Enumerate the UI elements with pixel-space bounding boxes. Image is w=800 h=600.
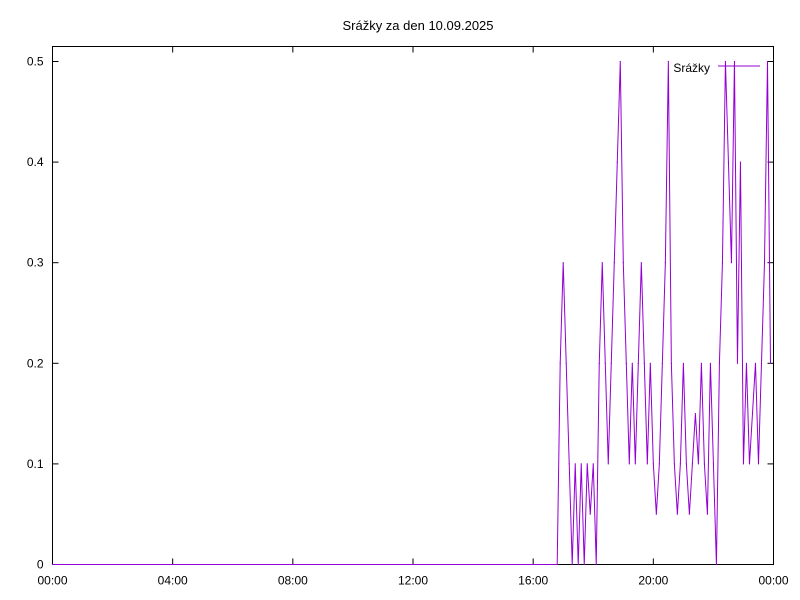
- data-point: [766, 60, 769, 63]
- data-point: [763, 262, 766, 264]
- y-axis: 0 0.1 0.2 0.3 0.4 0.5: [27, 55, 774, 572]
- data-point: [637, 362, 639, 364]
- data-point: [628, 463, 630, 465]
- data-point: [604, 362, 606, 364]
- data-point: [631, 362, 633, 364]
- data-point: [625, 362, 627, 364]
- data-point: [562, 262, 564, 264]
- legend: Srážky: [673, 61, 760, 75]
- series-layer: [51, 60, 772, 566]
- data-point: [742, 463, 745, 465]
- data-point: [634, 463, 636, 465]
- data-point: [700, 362, 703, 364]
- data-point: [574, 463, 576, 465]
- data-point: [751, 413, 754, 415]
- data-point: [586, 463, 588, 465]
- data-point: [730, 262, 733, 264]
- data-point: [643, 362, 645, 364]
- data-point: [667, 60, 669, 63]
- data-point: [589, 513, 591, 515]
- legend-label: Srážky: [673, 61, 710, 75]
- data-point: [745, 362, 748, 364]
- data-point: [724, 60, 727, 63]
- data-point: [691, 463, 693, 465]
- x-tick-label: 12:00: [398, 574, 428, 588]
- y-tick-label: 0.2: [27, 356, 44, 370]
- data-point: [616, 161, 618, 163]
- x-tick-label: 16:00: [518, 574, 548, 588]
- data-point: [559, 362, 561, 364]
- data-point: [556, 563, 558, 566]
- data-point: [568, 463, 570, 465]
- data-point: [595, 563, 597, 566]
- data-point: [685, 463, 687, 465]
- x-tick-label: 00:00: [37, 574, 67, 588]
- data-point: [727, 161, 730, 163]
- data-point: [571, 563, 573, 566]
- data-point: [739, 161, 742, 163]
- x-tick-label: 20:00: [638, 574, 668, 588]
- data-point: [733, 60, 736, 63]
- data-point: [646, 463, 648, 465]
- data-point: [649, 362, 651, 364]
- data-point: [676, 513, 678, 515]
- data-point: [610, 362, 612, 364]
- data-point: [607, 463, 609, 465]
- data-point: [754, 362, 757, 364]
- x-tick-label: 08:00: [278, 574, 308, 588]
- y-tick-label: 0.3: [27, 256, 44, 270]
- data-point: [748, 463, 751, 465]
- data-point: [51, 563, 54, 566]
- data-point: [703, 463, 706, 465]
- data-point: [664, 262, 666, 264]
- y-tick-label: 0.5: [27, 55, 44, 69]
- data-point: [661, 362, 663, 364]
- data-point: [697, 463, 699, 465]
- data-point: [592, 463, 594, 465]
- data-point: [598, 362, 600, 364]
- data-point: [577, 563, 579, 566]
- y-tick-label: 0: [37, 558, 44, 572]
- data-point: [673, 463, 675, 465]
- data-point: [709, 362, 712, 364]
- data-point: [736, 362, 739, 364]
- data-point: [694, 413, 696, 415]
- data-point: [655, 513, 657, 515]
- x-tick-label: 04:00: [158, 574, 188, 588]
- data-point: [715, 563, 718, 566]
- data-point: [769, 362, 772, 364]
- data-point: [613, 262, 615, 264]
- x-axis: 00:00 04:00 08:00 12:00 16:00 20:00 00:00: [37, 46, 789, 588]
- data-point: [721, 262, 724, 264]
- data-point: [565, 362, 567, 364]
- data-point: [580, 463, 582, 465]
- data-point: [760, 362, 763, 364]
- data-point: [601, 262, 603, 264]
- y-tick-label: 0.1: [27, 457, 44, 471]
- x-tick-label: 00:00: [758, 574, 788, 588]
- data-point: [706, 513, 709, 515]
- chart-title: Srážky za den 10.09.2025: [342, 18, 493, 33]
- data-point: [688, 513, 690, 515]
- y-tick-label: 0.4: [27, 155, 44, 169]
- data-point: [619, 60, 621, 63]
- data-point: [679, 463, 681, 465]
- data-point: [640, 262, 642, 264]
- data-point: [658, 463, 660, 465]
- data-point: [757, 463, 760, 465]
- data-point: [670, 362, 672, 364]
- data-point: [718, 362, 721, 364]
- series-line-0: [52, 61, 771, 565]
- data-point: [712, 463, 715, 465]
- data-point: [583, 563, 585, 566]
- data-point: [682, 362, 684, 364]
- data-point: [652, 463, 654, 465]
- data-point: [622, 262, 624, 264]
- plot-frame: [52, 46, 774, 565]
